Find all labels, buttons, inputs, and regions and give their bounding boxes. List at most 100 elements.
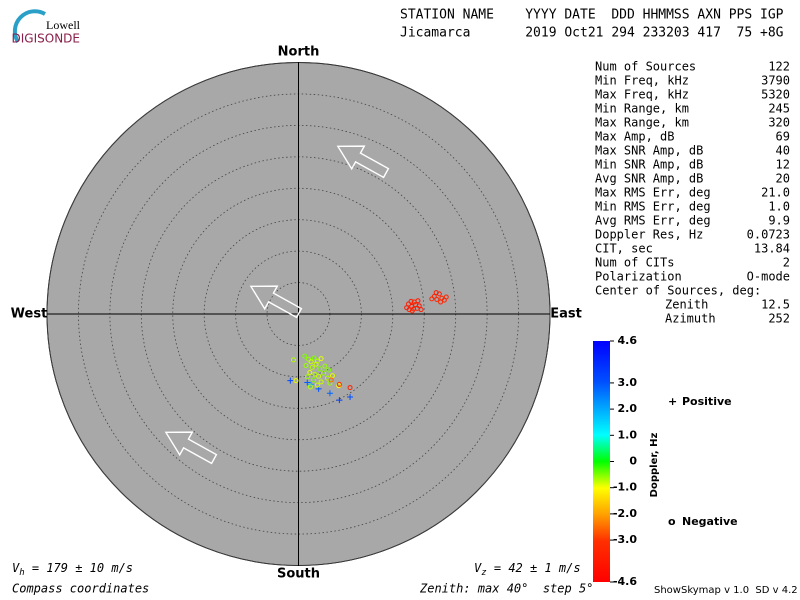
north-label: North — [278, 45, 320, 60]
source-negative — [328, 377, 334, 383]
stat-value: 9.9 — [768, 214, 790, 228]
header-values: Jicamarca 2019 Oct21 294 233203 417 75 +… — [400, 26, 784, 41]
stat-value: 21.0 — [761, 186, 790, 200]
source-negative — [303, 363, 309, 369]
source-negative — [313, 361, 319, 367]
stat-value: O-mode — [747, 270, 790, 284]
coords-note: Compass coordinates — [12, 582, 149, 596]
stat-value: 13.84 — [754, 242, 790, 256]
source-negative — [311, 355, 317, 361]
stat-value: 0.0723 — [747, 228, 790, 242]
vh-symbol: V — [12, 561, 20, 575]
source-negative — [443, 294, 449, 300]
source-negative — [321, 370, 327, 376]
source-negative — [318, 379, 324, 385]
colorbar-label: Doppler, Hz — [649, 433, 660, 498]
version-note: ShowSkymap v 1.0 SD v 4.2 — [654, 585, 798, 596]
east-label: East — [550, 307, 582, 322]
stat-label: CIT, sec — [595, 242, 653, 256]
colorbar-tick-label: 1.0 — [618, 428, 638, 441]
source-negative — [290, 357, 296, 363]
source-negative — [316, 373, 322, 379]
stat-label: Polarization — [595, 270, 682, 284]
logo-bottom: DIGISONDE — [12, 32, 80, 46]
source-positive — [336, 397, 343, 404]
stat-label: Max RMS Err, deg — [595, 186, 711, 200]
colorbar — [593, 341, 610, 582]
stat-label: Max SNR Amp, dB — [595, 144, 703, 158]
stat-label: Doppler Res, Hz — [595, 228, 703, 242]
source-negative — [324, 375, 330, 381]
source-negative — [314, 382, 320, 388]
center-value: 252 — [768, 312, 790, 326]
source-negative — [322, 363, 328, 369]
source-negative — [433, 290, 439, 296]
stat-value: 245 — [768, 102, 790, 116]
legend-label: Negative — [682, 515, 738, 528]
source-negative — [306, 356, 312, 362]
west-label: West — [11, 307, 48, 322]
stat-label: Min Freq, kHz — [595, 74, 689, 88]
source-negative — [326, 367, 332, 373]
stat-label: Min RMS Err, deg — [595, 200, 711, 214]
colorbar-tick-label: -2.0 — [613, 507, 637, 520]
vz-sub: z — [481, 568, 486, 578]
source-negative — [336, 381, 342, 387]
source-negative — [318, 356, 324, 362]
source-negative — [438, 299, 444, 305]
header-labels: STATION NAME YYYY DATE DDD HHMMSS AXN PP… — [400, 8, 784, 23]
source-negative — [302, 353, 308, 359]
stat-value: 2 — [783, 256, 790, 270]
stat-value: 3790 — [761, 74, 790, 88]
vh-text: = 179 ± 10 m/s — [25, 561, 133, 575]
legend-label: Positive — [682, 395, 732, 408]
source-negative — [431, 293, 437, 299]
stat-value: 12 — [776, 158, 790, 172]
source-negative — [311, 377, 317, 383]
stat-value: 1.0 — [768, 200, 790, 214]
source-positive — [347, 393, 354, 400]
source-positive — [308, 381, 315, 388]
vh: Vh = 179 ± 10 m/s — [12, 561, 133, 578]
source-negative — [429, 296, 435, 302]
source-negative — [307, 384, 313, 390]
stat-value: 69 — [776, 130, 790, 144]
zenith-note: Zenith: max 40° step 5° — [419, 582, 593, 596]
source-positive — [326, 390, 333, 397]
source-negative — [304, 374, 310, 380]
stat-label: Min Range, km — [595, 102, 689, 116]
source-positive — [304, 379, 311, 386]
source-negative — [411, 299, 417, 305]
logo-swoosh — [12, 9, 47, 44]
logo-top: Lowell — [46, 18, 81, 32]
stat-value: 122 — [768, 60, 790, 74]
stat-label: Num of CITs — [595, 256, 674, 270]
source-negative — [434, 297, 440, 303]
center-label: Zenith — [665, 298, 708, 312]
stat-value: 320 — [768, 116, 790, 130]
legend-marker: o — [668, 515, 676, 528]
stat-label: Min SNR Amp, dB — [595, 158, 703, 172]
source-negative — [329, 373, 335, 379]
south-label: South — [277, 567, 320, 582]
stat-value: 20 — [776, 172, 790, 186]
vh-sub: h — [19, 568, 24, 578]
colorbar-tick-label: -3.0 — [613, 533, 637, 546]
source-negative — [408, 298, 414, 304]
stat-label: Avg RMS Err, deg — [595, 214, 711, 228]
colorbar-tick-label: 2.0 — [618, 402, 638, 415]
center-value: 12.5 — [761, 298, 790, 312]
source-negative — [293, 378, 299, 384]
stat-label: Max Range, km — [595, 116, 689, 130]
vz: Vz = 42 ± 1 m/s — [474, 561, 581, 578]
source-negative — [409, 308, 415, 314]
source-negative — [312, 371, 318, 377]
legend-marker: + — [668, 395, 677, 408]
colorbar-tick-label: 3.0 — [618, 376, 638, 389]
source-negative — [347, 385, 353, 391]
source-negative — [317, 366, 323, 372]
source-negative — [416, 303, 422, 309]
stat-label: Avg SNR Amp, dB — [595, 172, 703, 186]
center-label: Azimuth — [665, 312, 716, 326]
source-negative — [308, 359, 314, 365]
